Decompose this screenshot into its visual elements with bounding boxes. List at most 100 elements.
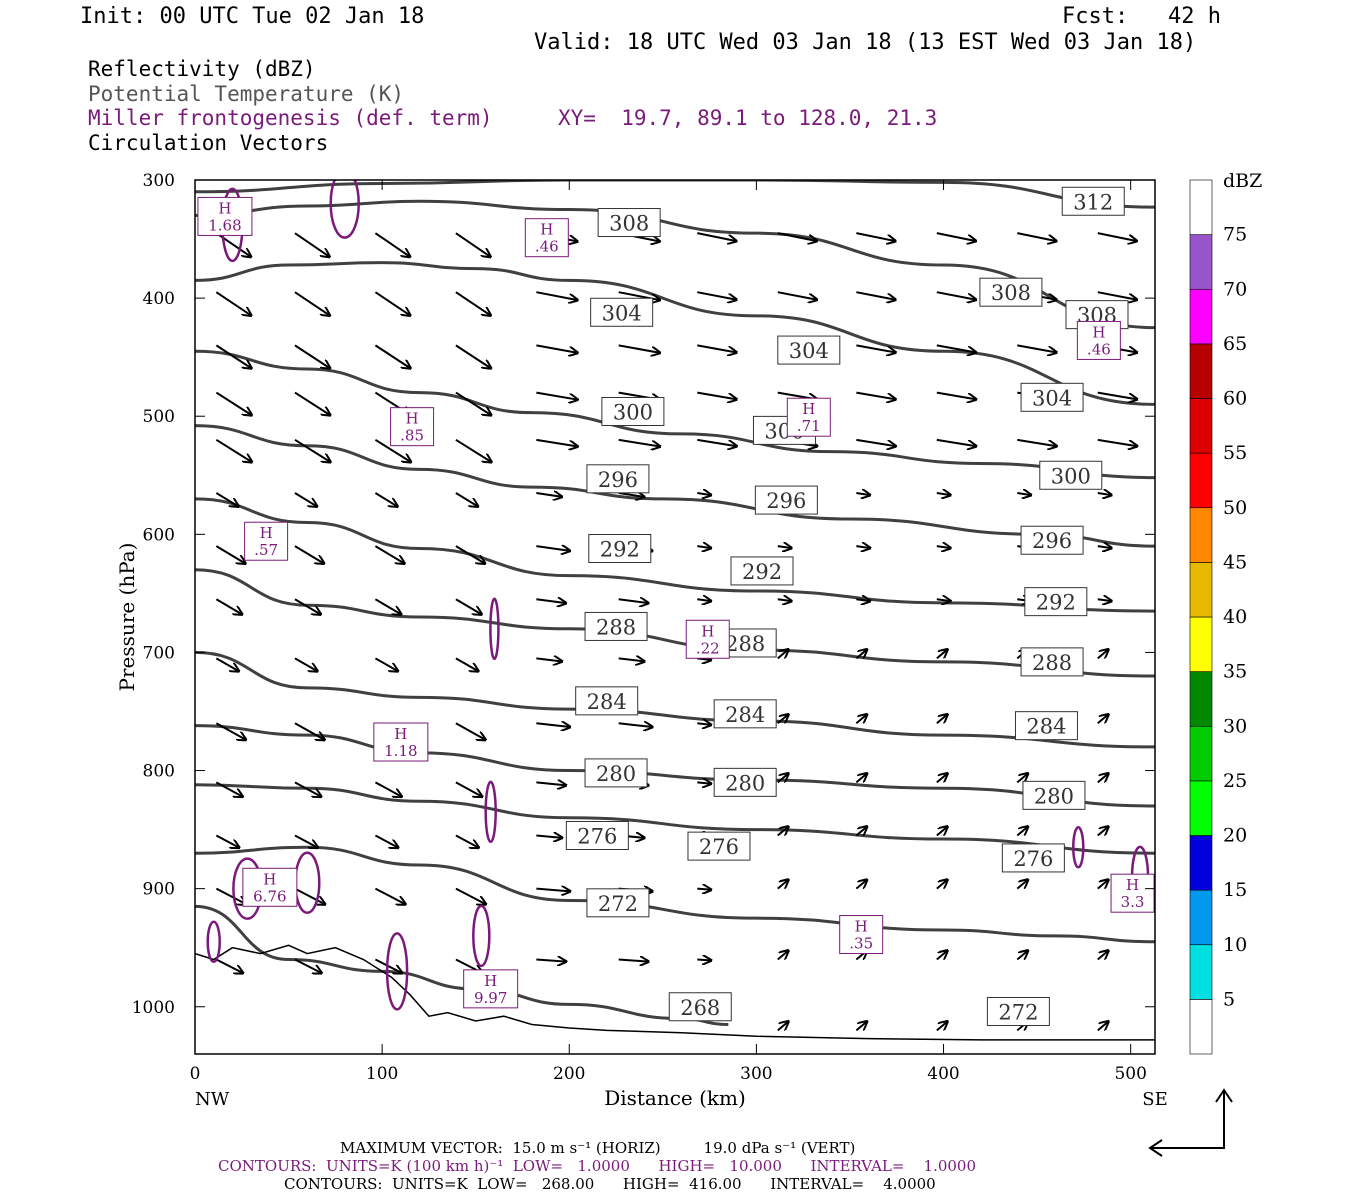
- circulation-vector: [374, 657, 398, 671]
- circulation-vector: [374, 887, 405, 905]
- legend-frontogenesis: Miller frontogenesis (def. term): [88, 106, 493, 130]
- theta-label: 296: [586, 464, 650, 494]
- circulation-vector: [455, 232, 491, 257]
- frontogenesis-max-label: H: [1126, 876, 1139, 894]
- y-axis-label: Pressure (hPa): [115, 543, 139, 692]
- theta-label-box: [586, 464, 650, 494]
- circulation-vector: [374, 598, 401, 614]
- circulation-vector: [618, 658, 645, 661]
- circulation-vector: [455, 722, 486, 740]
- theta-label-box: [754, 485, 818, 515]
- frontogenesis-max-value: .46: [535, 238, 559, 256]
- circulation-vector: [294, 781, 321, 796]
- circulation-vector: [697, 493, 711, 495]
- reference-vector-icon: [1150, 1090, 1225, 1149]
- theta-label-box: [565, 821, 629, 850]
- legend-xy: XY= 19.7, 89.1 to 128.0, 21.3: [558, 106, 938, 130]
- frontogenesis-max-value: .35: [849, 935, 873, 953]
- circulation-vector: [1097, 438, 1137, 446]
- theta-label: 268: [668, 992, 732, 1022]
- colorbar-level-label: 70: [1223, 278, 1247, 300]
- frontogenesis-max-value: 9.97: [474, 989, 507, 1007]
- theta-label-text: 292: [1036, 591, 1076, 615]
- circulation-vector: [374, 344, 410, 368]
- circulation-vector: [697, 960, 711, 961]
- circulation-vector: [294, 545, 324, 563]
- colorbar-level-label: 25: [1223, 770, 1247, 792]
- theta-label: 304: [777, 335, 841, 365]
- circulation-vector: [455, 834, 479, 848]
- theta-label-box: [1020, 647, 1084, 677]
- circulation-vector: [697, 599, 711, 601]
- theta-label-box: [668, 992, 732, 1022]
- colorbar-segment: [1189, 452, 1213, 509]
- theta-contour-268: [195, 904, 729, 1026]
- theta-label: 284: [713, 699, 777, 729]
- frontogenesis-contour: [385, 932, 409, 1011]
- theta-label: 304: [590, 297, 654, 327]
- theta-label: 292: [588, 533, 652, 563]
- theta-label: 276: [687, 831, 751, 861]
- theta-label-text: 288: [596, 615, 636, 639]
- theta-label-box: [986, 996, 1050, 1026]
- circulation-vector: [374, 232, 410, 257]
- frontogenesis-max-label: H: [218, 199, 231, 217]
- theta-label-box: [588, 533, 652, 563]
- colorbar-level-label: 10: [1223, 934, 1247, 956]
- theta-label-box: [1001, 843, 1065, 873]
- circulation-vector: [294, 722, 325, 740]
- theta-label: 284: [575, 686, 639, 716]
- theta-label-text: 296: [766, 489, 806, 513]
- circulation-vector: [856, 291, 895, 300]
- theta-label: 312: [1061, 186, 1125, 216]
- theta-label: 284: [1014, 711, 1078, 741]
- theta-label-box: [1014, 711, 1078, 741]
- circulation-vector: [856, 438, 895, 446]
- colorbar-level-label: 30: [1223, 715, 1247, 737]
- theta-label-text: 288: [725, 632, 765, 656]
- theta-label-box: [586, 888, 650, 918]
- frontogenesis-max: H9.97: [463, 969, 519, 1009]
- circulation-vector: [855, 1021, 867, 1032]
- circulation-vector: [294, 958, 322, 974]
- theta-label-text: 272: [598, 892, 638, 916]
- theta-label: 292: [1024, 587, 1088, 617]
- circulation-vector: [455, 657, 479, 671]
- frontogenesis-max-label: H: [1092, 323, 1105, 341]
- circulation-vector: [294, 492, 317, 507]
- init-time: Init: 00 UTC Tue 02 Jan 18: [80, 4, 425, 29]
- theta-label-text: 292: [600, 537, 640, 561]
- circulation-vector: [697, 782, 711, 783]
- frontogenesis-contour: [206, 920, 221, 964]
- theta-label: 296: [1020, 525, 1084, 555]
- circulation-vector: [455, 545, 485, 563]
- footer-contours-frontogenesis: CONTOURS: UNITS=K (100 km h)⁻¹ LOW= 1.00…: [218, 1157, 977, 1175]
- colorbar-segment: [1189, 944, 1213, 1000]
- theta-label-box: [1022, 780, 1086, 810]
- circulation-vector: [618, 493, 645, 497]
- theta-label-box: [1020, 525, 1084, 555]
- theta-label-text: 284: [1026, 715, 1066, 739]
- theta-label-box: [713, 767, 777, 797]
- circulation-vector: [536, 546, 570, 551]
- colorbar-level-label: 50: [1223, 497, 1247, 519]
- circulation-vector: [936, 950, 948, 961]
- circulation-vector: [215, 291, 251, 315]
- theta-label-text: 280: [725, 771, 765, 795]
- frontogenesis-contour: [329, 180, 360, 239]
- circulation-vector: [1097, 546, 1112, 548]
- theta-label-text: 288: [1032, 651, 1072, 675]
- frontogenesis-max-value: .57: [254, 541, 278, 559]
- frontogenesis-max-value: .85: [400, 427, 424, 445]
- x-tick-label: 400: [927, 1064, 959, 1084]
- circulation-vector: [294, 232, 330, 257]
- circulation-vector: [536, 836, 562, 838]
- footer-max-vector: MAXIMUM VECTOR: 15.0 m s⁻¹ (HORIZ) 19.0 …: [340, 1139, 856, 1157]
- circulation-vector: [1097, 232, 1137, 241]
- theta-label-text: 296: [598, 468, 638, 492]
- frontogenesis-max: H1.18: [373, 722, 429, 762]
- frontogenesis-max-box: [463, 969, 519, 1009]
- theta-label-box: [584, 611, 648, 641]
- colorbar-level-label: 20: [1223, 825, 1247, 847]
- frontogenesis-max-label: H: [394, 725, 407, 743]
